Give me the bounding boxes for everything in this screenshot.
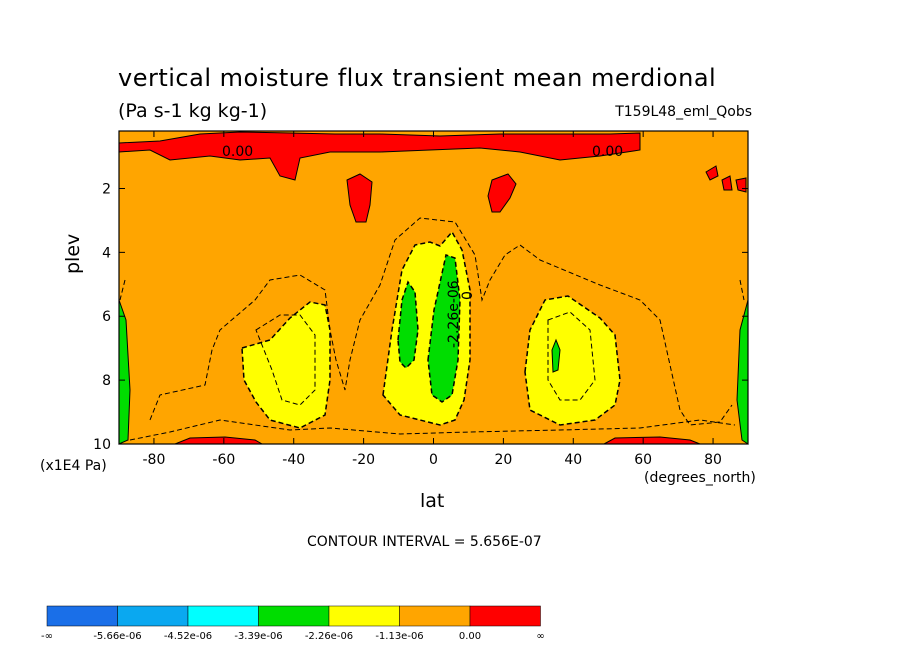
x-tick-label: 80 [704,452,722,468]
axes: -80 -60 -40 -20 0 20 40 60 80 2 4 6 8 10 [93,131,748,468]
colorbar-swatch [328,605,400,627]
x-axis-label: lat [420,490,445,512]
colorbar-label: 0.00 [459,631,481,642]
y-tick-label: 10 [93,437,111,453]
x-tick-label: 20 [494,452,512,468]
positive-region-upper-center-blob [487,173,517,213]
colorbar-label: -4.52e-06 [164,631,212,642]
y-tick-label: 2 [102,181,111,197]
plot-area [118,130,749,445]
colorbar-swatch [258,605,330,627]
colorbar-label: -3.39e-06 [234,631,282,642]
y-tick-label: 6 [102,309,111,325]
colorbar-label: -2.26e-06 [305,631,353,642]
contour-interval: CONTOUR INTERVAL = 5.656E-07 [307,534,542,550]
colorbar-label: ∞ [536,631,544,642]
x-tick-label: -20 [352,452,375,468]
contour-label: 0.00 [222,144,253,160]
y-axis-units: (x1E4 Pa) [40,458,107,474]
x-tick-label: 60 [634,452,652,468]
colorbar-label: -5.66e-06 [93,631,141,642]
colorbar-swatch [117,605,189,627]
colorbar-label: -1.13e-06 [375,631,423,642]
chart-title: vertical moisture flux transient mean me… [118,64,717,92]
green-core-north [551,338,561,373]
colorbar-swatch [46,605,118,627]
y-tick-label: 4 [102,245,111,261]
green-core-west [397,280,419,370]
contour-lines [119,217,745,441]
colorbar-swatch [469,605,541,627]
yellow-lobe-north [524,295,621,426]
x-tick-label: 0 [429,452,438,468]
contour-label: 0.00 [592,144,623,160]
chart-units: (Pa s-1 kg kg-1) [118,100,268,122]
positive-region-upper-left-blob [346,173,373,223]
x-axis-units: (degrees_north) [644,470,756,486]
green-core-east [427,254,461,403]
x-tick-label: -40 [282,452,305,468]
y-tick-label: 8 [102,373,111,389]
dataset-label: T159L48_eml_Qobs [615,104,752,120]
positive-region-top [118,131,641,181]
positive-region-right-speckles [705,165,747,193]
y-axis-label: plev [62,233,84,274]
contour-label: -2.26e-06 [446,280,462,348]
colorbar-swatch [399,605,471,627]
x-tick-label: -60 [212,452,235,468]
contour-label: 0 [460,291,476,300]
colorbar-label: -∞ [41,631,53,642]
colorbar: -∞ -5.66e-06 -4.52e-06 -3.39e-06 -2.26e-06 -1… [41,605,545,642]
x-tick-label: 40 [564,452,582,468]
x-tick-label: -80 [143,452,166,468]
colorbar-swatch [187,605,259,627]
